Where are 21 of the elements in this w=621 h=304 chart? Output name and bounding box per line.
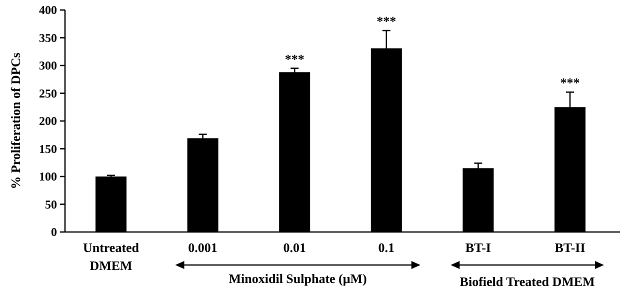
x-tick-label: 0.001 — [188, 240, 218, 255]
annotation: *** — [284, 51, 304, 66]
text: Biofield Treated DMEM — [460, 274, 595, 289]
y-tick-label: 250 — [39, 86, 57, 100]
annotation: *** — [560, 75, 580, 90]
text: Minoxidil Sulphate (μM) — [228, 271, 367, 286]
y-tick-label: 50 — [45, 197, 57, 212]
y-tick-label: 300 — [39, 58, 57, 73]
y-tick-label: 0 — [51, 225, 57, 240]
y-axis-title: % Proliferation of DPCs — [8, 52, 23, 190]
y-tick-label: 350 — [39, 30, 57, 45]
x-tick-label: BT-I — [465, 240, 491, 255]
y-tick-label: 200 — [39, 114, 57, 128]
y-tick-label: 150 — [39, 142, 57, 156]
x-tick-label: 0.1 — [378, 240, 395, 255]
annotation: *** — [376, 14, 396, 29]
y-tick-label: 400 — [39, 3, 57, 18]
y-tick-label: 100 — [39, 170, 57, 184]
x-tick-label: BT-II — [554, 240, 586, 255]
x-tick-label: Untreated DMEM — [82, 240, 140, 273]
x-tick-label: 0.01 — [283, 240, 306, 255]
